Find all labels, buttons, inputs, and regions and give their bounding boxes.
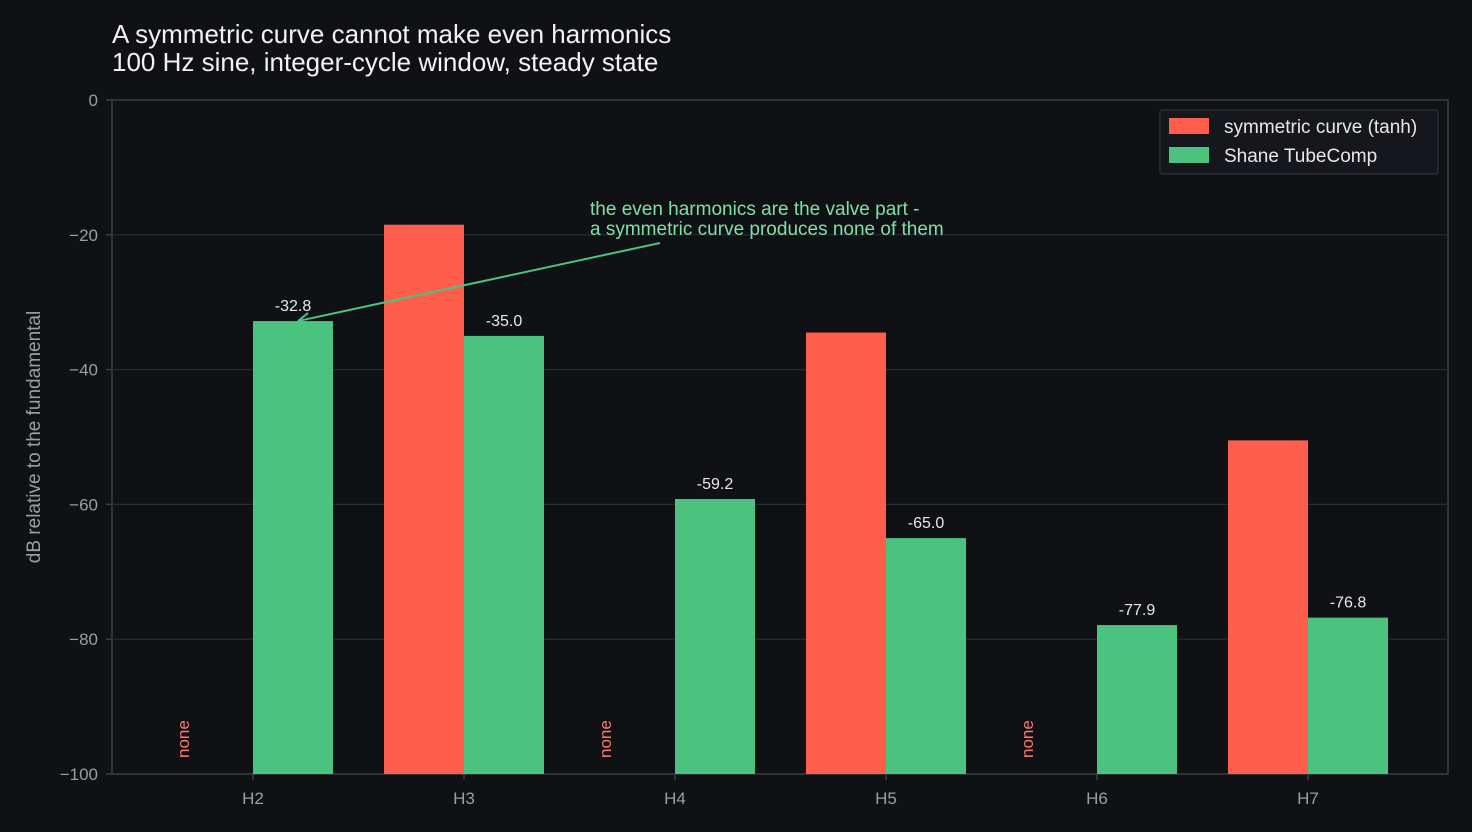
none-label: none (174, 720, 193, 758)
data-label: -35.0 (486, 313, 523, 330)
x-tick-label: H4 (664, 789, 686, 808)
data-label: -65.0 (908, 515, 945, 532)
legend-label: Shane TubeComp (1224, 146, 1377, 167)
x-tick-label: H6 (1086, 789, 1108, 808)
annotation-text-line: a symmetric curve produces none of them (590, 219, 944, 240)
none-label: none (596, 720, 615, 758)
y-tick-label: −40 (69, 361, 98, 380)
x-tick-label: H5 (875, 789, 897, 808)
bar-symmetric-H5 (806, 332, 886, 774)
y-tick-label: 0 (89, 91, 98, 110)
bar-tubecomp-H2 (253, 321, 333, 774)
annotation-arrowhead (297, 312, 311, 326)
bar-tubecomp-H6 (1097, 625, 1177, 774)
x-tick-label: H7 (1297, 789, 1319, 808)
y-tick-label: −100 (60, 765, 98, 784)
y-tick-label: −20 (69, 226, 98, 245)
legend-swatch-tubecomp (1169, 147, 1209, 163)
legend-label: symmetric curve (tanh) (1224, 117, 1417, 138)
y-tick-label: −80 (69, 630, 98, 649)
none-label: none (1018, 720, 1037, 758)
data-label: -76.8 (1330, 595, 1367, 612)
plot-frame (111, 99, 1449, 775)
y-tick-label: −60 (69, 495, 98, 514)
annotation-text-line: the even harmonics are the valve part - (590, 199, 920, 220)
bar-symmetric-H3 (384, 224, 464, 774)
data-label: -32.8 (275, 298, 312, 315)
x-tick-label: H2 (242, 789, 264, 808)
chart-title-block: A symmetric curve cannot make even harmo… (112, 20, 671, 76)
bar-tubecomp-H4 (675, 499, 755, 774)
legend-box (1159, 109, 1439, 175)
chart-subtitle: 100 Hz sine, integer-cycle window, stead… (112, 47, 659, 77)
bar-tubecomp-H5 (886, 538, 966, 774)
bar-tubecomp-H3 (464, 335, 544, 774)
y-axis-label: dB relative to the fundamental (24, 311, 45, 563)
annotation-arrow-line (297, 242, 661, 323)
bar-tubecomp-H7 (1308, 617, 1388, 774)
x-tick-label: H3 (453, 789, 475, 808)
chart-title: A symmetric curve cannot make even harmo… (112, 19, 672, 49)
legend-swatch-symmetric (1169, 118, 1209, 134)
data-label: -59.2 (697, 476, 734, 493)
bar-symmetric-H7 (1228, 440, 1308, 774)
data-label: -77.9 (1119, 602, 1156, 619)
